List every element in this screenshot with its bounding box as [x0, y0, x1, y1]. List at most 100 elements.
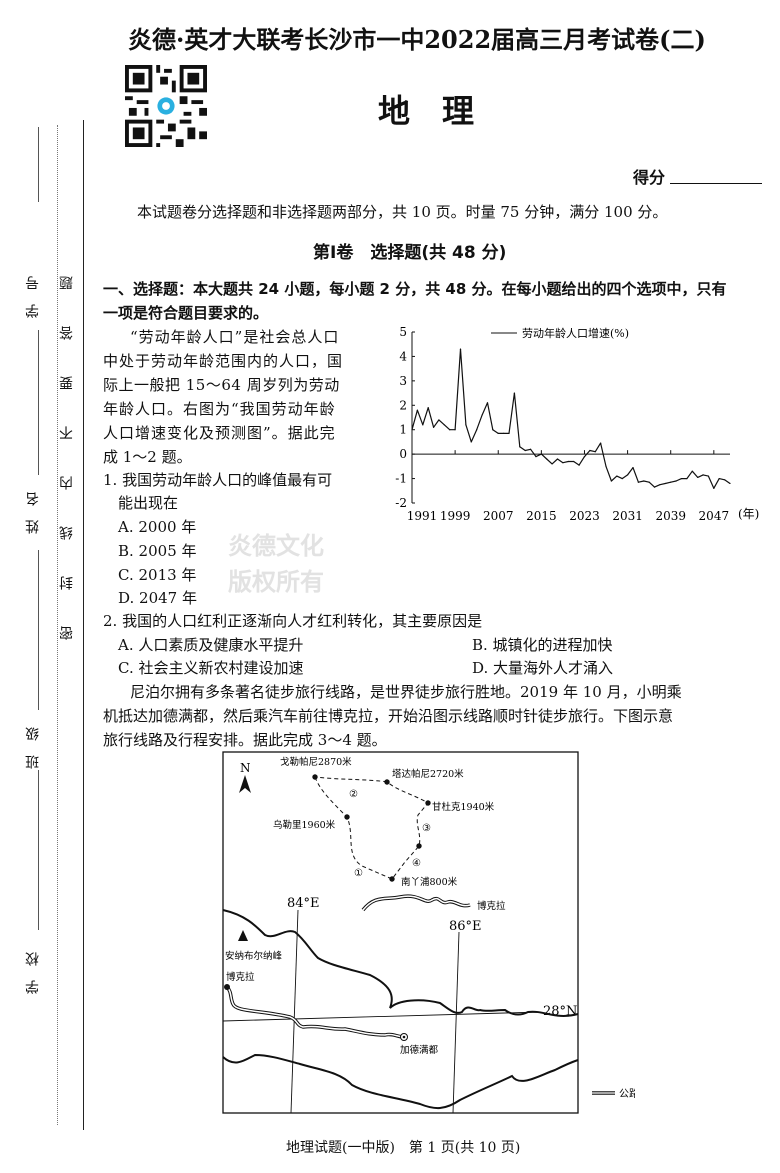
- q2-option-b[interactable]: B. 城镇化的进程加快: [472, 636, 613, 654]
- data-point: [524, 449, 526, 452]
- data-point: [605, 465, 607, 467]
- x-tick-label: 2039: [655, 509, 686, 523]
- x-tick-label: 2007: [483, 509, 514, 523]
- data-point: [562, 462, 564, 464]
- part-title: 第Ⅰ卷 选择题(共 48 分): [313, 243, 507, 263]
- section-instructions: 一项是符合题目要求的。: [103, 304, 269, 322]
- data-point: [540, 453, 542, 455]
- data-point: [610, 480, 613, 482]
- segment-4: ④: [412, 858, 421, 869]
- data-point: [589, 449, 591, 452]
- q1-option-c[interactable]: C. 2013 年: [118, 566, 197, 584]
- north-arrow-icon: [239, 775, 251, 793]
- data-point: [594, 451, 596, 453]
- series-line: [411, 348, 731, 489]
- data-point: [416, 409, 418, 411]
- margin-dotted-line: [57, 125, 58, 1125]
- data-point: [653, 486, 656, 488]
- y-tick-label: -2: [395, 496, 407, 510]
- field-student-id: 学号: [25, 262, 41, 318]
- label-86e: 86°E: [449, 919, 482, 934]
- stamp-line: 版权所有: [228, 567, 324, 596]
- x-tick-label: 2023: [569, 509, 600, 523]
- passage-line: 机抵达加德满都，然后乘汽车前往博克拉，开始沿图示线路顺时针徒步旅行。下图示意: [103, 707, 674, 725]
- passage-line: 成 1～2 题。: [103, 448, 192, 466]
- q1-option-b[interactable]: B. 2005 年: [118, 542, 197, 560]
- field-underline: [38, 330, 39, 475]
- field-underline: [38, 550, 39, 710]
- data-point: [573, 460, 575, 463]
- q2-option-c[interactable]: C. 社会主义新农村建设加速: [118, 659, 304, 677]
- data-point: [454, 429, 456, 431]
- data-point: [443, 424, 445, 426]
- place-ghandruk: 甘杜克1940米: [432, 801, 495, 813]
- x-axis-label: (年): [738, 507, 759, 521]
- section-instructions: 一、选择题：本大题共 24 小题，每小题 2 分，共 48 分。在每小题给出的四…: [103, 280, 727, 298]
- exam-intro: 本试题卷分选择题和非选择题两部分，共 10 页。时量 75 分钟，满分 100 …: [137, 203, 668, 221]
- data-point: [551, 463, 553, 465]
- data-point: [438, 419, 440, 421]
- x-tick-label: 1991: [407, 509, 438, 523]
- data-point: [508, 432, 510, 434]
- data-point: [535, 455, 537, 458]
- segment-1: ①: [354, 868, 363, 879]
- score-field[interactable]: [670, 183, 762, 184]
- data-point: [503, 432, 505, 434]
- data-point: [637, 481, 639, 483]
- place-tadapani: 塔达帕尼2720米: [392, 768, 464, 780]
- segment-3: ③: [422, 823, 431, 834]
- x-tick-label: 2047: [699, 509, 730, 523]
- subject-title: 地 理: [378, 92, 475, 130]
- data-point: [546, 458, 548, 460]
- q2-option-d[interactable]: D. 大量海外人才涌入: [472, 659, 614, 677]
- data-point: [465, 424, 467, 426]
- stamp-line: 炎德文化: [228, 531, 324, 560]
- parallel-28n: [222, 1011, 541, 1022]
- data-point: [411, 429, 413, 431]
- data-point: [481, 414, 483, 416]
- data-point: [600, 442, 602, 444]
- place-pokhara: 博克拉: [226, 971, 255, 983]
- mountain-peak-icon: [238, 930, 248, 941]
- data-point: [616, 475, 618, 477]
- q1-option-d[interactable]: D. 2047 年: [118, 589, 197, 607]
- score-label: 得分: [633, 168, 666, 187]
- passage-line: 人口增速变化及预测图”。据此完: [103, 424, 336, 442]
- data-point: [583, 455, 586, 458]
- passage-line: “劳动年龄人口”是社会总人口: [130, 328, 340, 346]
- y-tick-label: 1: [399, 423, 407, 437]
- data-point: [659, 484, 661, 486]
- x-tick-label: 2031: [612, 509, 643, 523]
- data-point: [664, 482, 666, 485]
- passage-line: 旅行线路及行程安排。据此完成 3～4 题。: [103, 731, 387, 749]
- data-point: [497, 432, 499, 434]
- data-point: [578, 464, 580, 466]
- q2-option-a[interactable]: A. 人口素质及健康水平提升: [118, 636, 304, 654]
- y-tick-label: 2: [399, 398, 407, 412]
- north-label: N: [240, 761, 251, 775]
- q1-option-a[interactable]: A. 2000 年: [118, 518, 197, 536]
- question-1-stem: 1. 我国劳动年龄人口的峰值最有可: [103, 471, 333, 489]
- data-point: [691, 470, 693, 472]
- meridian-84e: [290, 909, 299, 1114]
- copyright-stamp: 炎德文化 版权所有: [203, 528, 349, 604]
- data-point: [529, 448, 532, 450]
- margin-solid-line: [83, 120, 84, 1130]
- data-point: [675, 480, 677, 482]
- page-footer: 地理试题(一中版) 第 1 页(共 10 页): [286, 1140, 521, 1156]
- place-annapurna: 安纳布尔纳峰: [225, 950, 283, 962]
- x-tick-label: 2015: [526, 509, 557, 523]
- passage-line: 尼泊尔拥有多条著名徒步旅行线路，是世界徒步旅行胜地。2019 年 10 月，小明…: [130, 683, 682, 701]
- passage-line: 际上一般把 15～64 周岁列为劳动: [103, 376, 340, 394]
- place-kathmandu: 加德满都: [400, 1044, 439, 1056]
- data-point: [422, 424, 424, 426]
- y-tick-label: 3: [399, 374, 407, 388]
- qr-code-icon: [125, 65, 207, 147]
- data-point: [513, 392, 516, 394]
- border-south: [222, 1053, 579, 1110]
- data-point: [713, 487, 715, 489]
- passage-line: 中处于劳动年龄范围内的人口，国: [103, 352, 344, 370]
- data-point: [686, 477, 688, 480]
- data-point: [626, 474, 629, 476]
- question-1-stem: 能出现在: [118, 494, 179, 512]
